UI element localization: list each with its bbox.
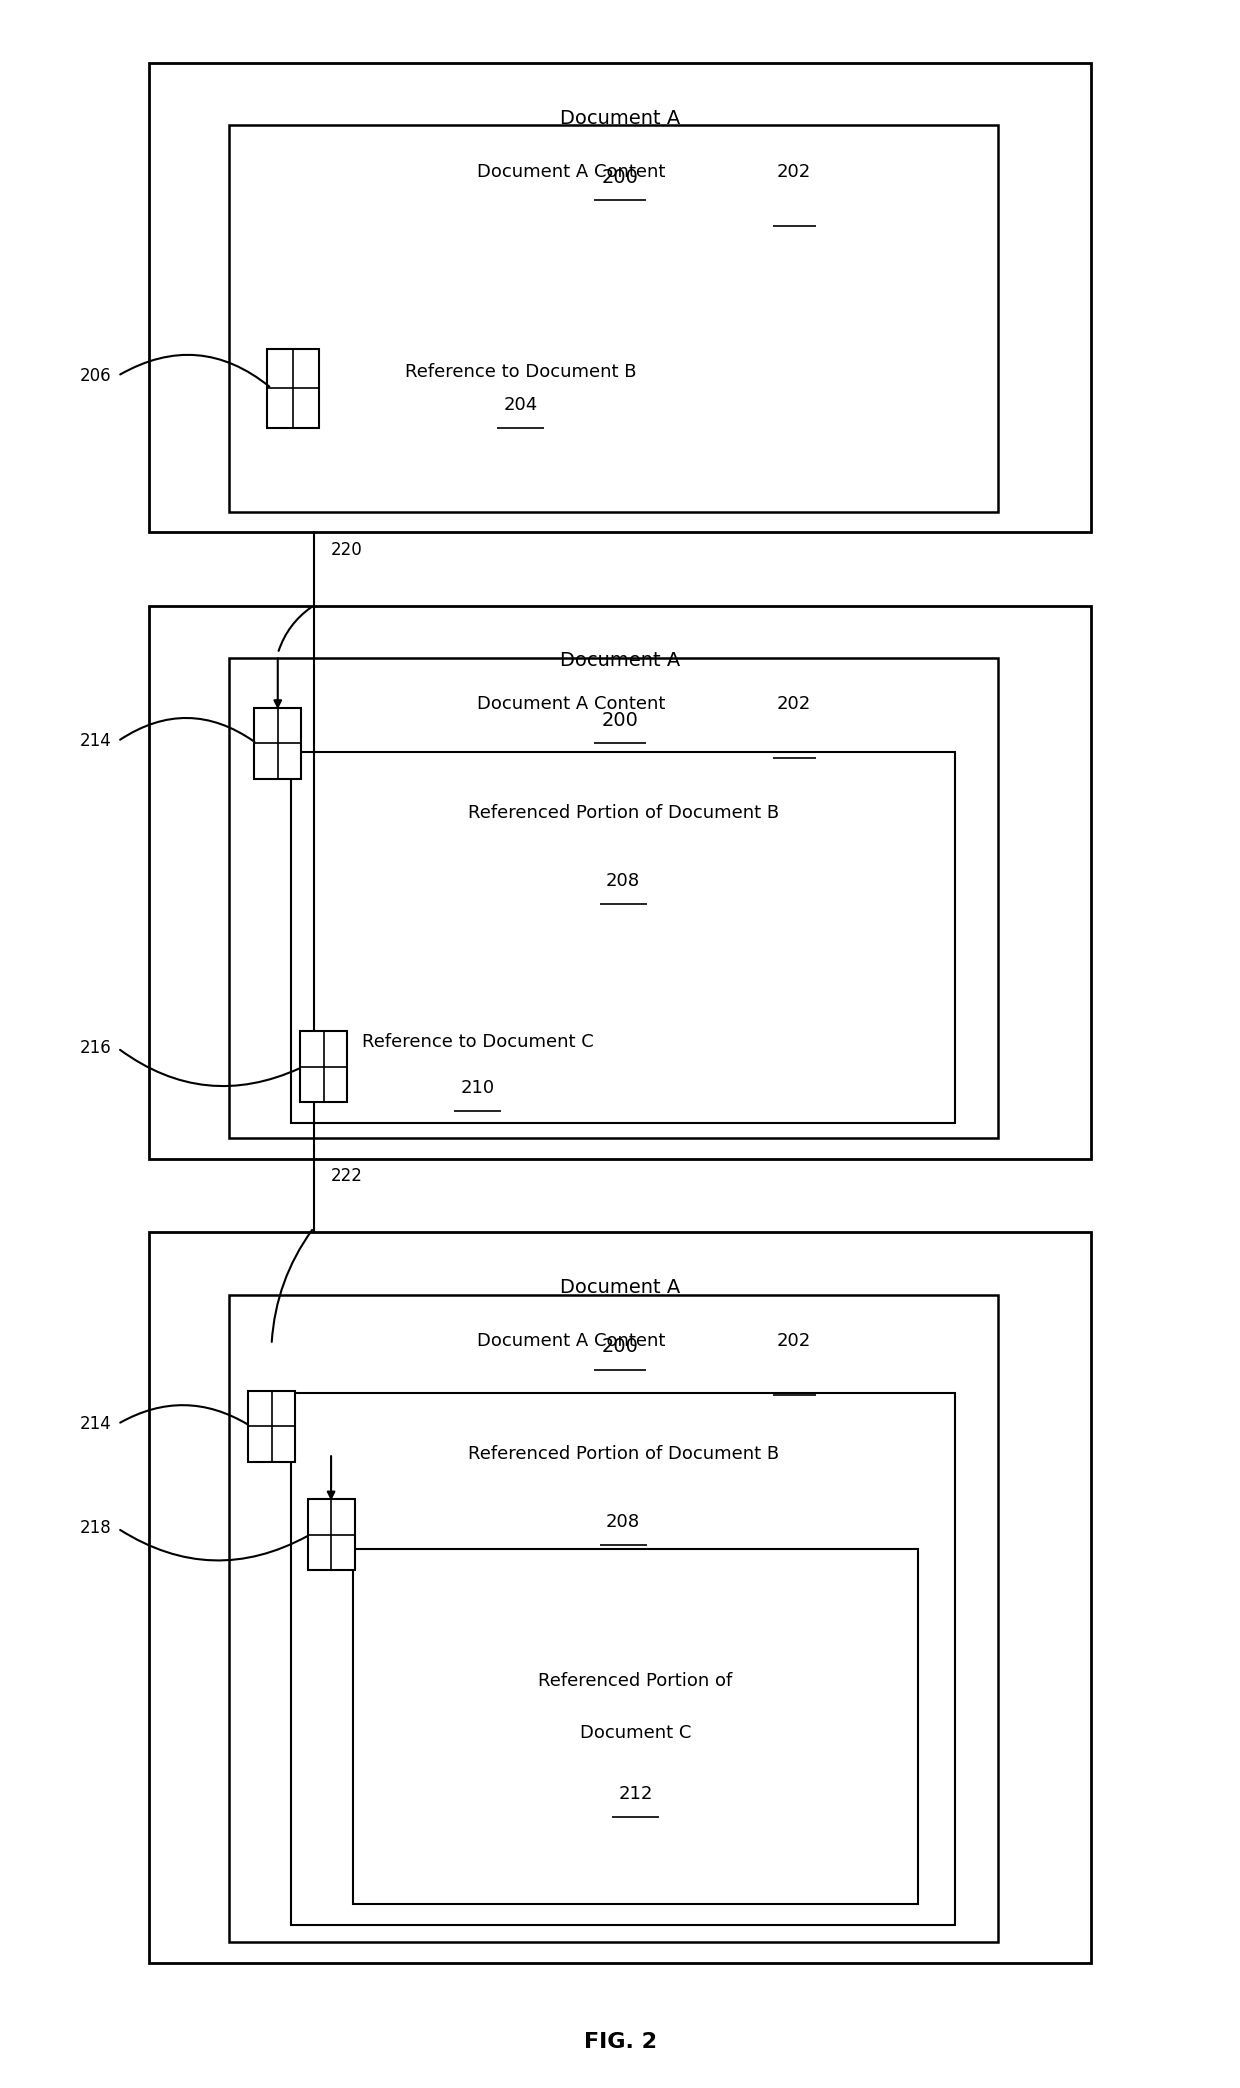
Bar [291,1393,955,1925]
Text: Referenced Portion of Document B: Referenced Portion of Document B [467,804,779,823]
Bar [248,1391,295,1462]
Text: 212: 212 [619,1785,652,1802]
Text: 200: 200 [601,1336,639,1357]
Text: Document A Content: Document A Content [477,163,671,182]
Bar [149,63,1091,532]
Text: Document A: Document A [560,1278,680,1297]
Bar [254,708,301,779]
Text: Reference to Document B: Reference to Document B [405,363,636,380]
Bar [149,1232,1091,1963]
Text: 202: 202 [776,695,811,714]
Text: FIG. 2: FIG. 2 [584,2032,656,2053]
Text: Document A: Document A [560,651,680,670]
Text: 220: 220 [331,541,363,560]
Bar [149,606,1091,1159]
Bar [229,125,998,512]
Text: 222: 222 [331,1167,363,1186]
Text: 210: 210 [460,1079,495,1096]
Bar [229,658,998,1138]
Bar [308,1499,355,1570]
Text: 202: 202 [776,1332,811,1351]
Text: 216: 216 [79,1040,112,1057]
Bar [267,349,319,428]
Bar [300,1031,347,1102]
Text: 206: 206 [79,367,112,384]
Text: Document A Content: Document A Content [477,1332,671,1351]
Text: Referenced Portion of Document B: Referenced Portion of Document B [467,1445,779,1464]
Text: Referenced Portion of: Referenced Portion of [538,1672,733,1689]
Text: 214: 214 [79,733,112,750]
Bar [229,1295,998,1942]
Text: 200: 200 [601,167,639,188]
Bar [353,1549,918,1904]
Text: 200: 200 [601,710,639,731]
Text: 214: 214 [79,1416,112,1432]
Text: 208: 208 [606,873,640,889]
Text: Document A: Document A [560,109,680,127]
Text: Reference to Document C: Reference to Document C [362,1034,593,1050]
Text: Document C: Document C [580,1725,691,1741]
Text: Document A Content: Document A Content [477,695,671,714]
Text: 202: 202 [776,163,811,182]
Text: 204: 204 [503,397,538,413]
Text: 218: 218 [79,1520,112,1537]
Bar [291,752,955,1123]
Text: 208: 208 [606,1514,640,1531]
